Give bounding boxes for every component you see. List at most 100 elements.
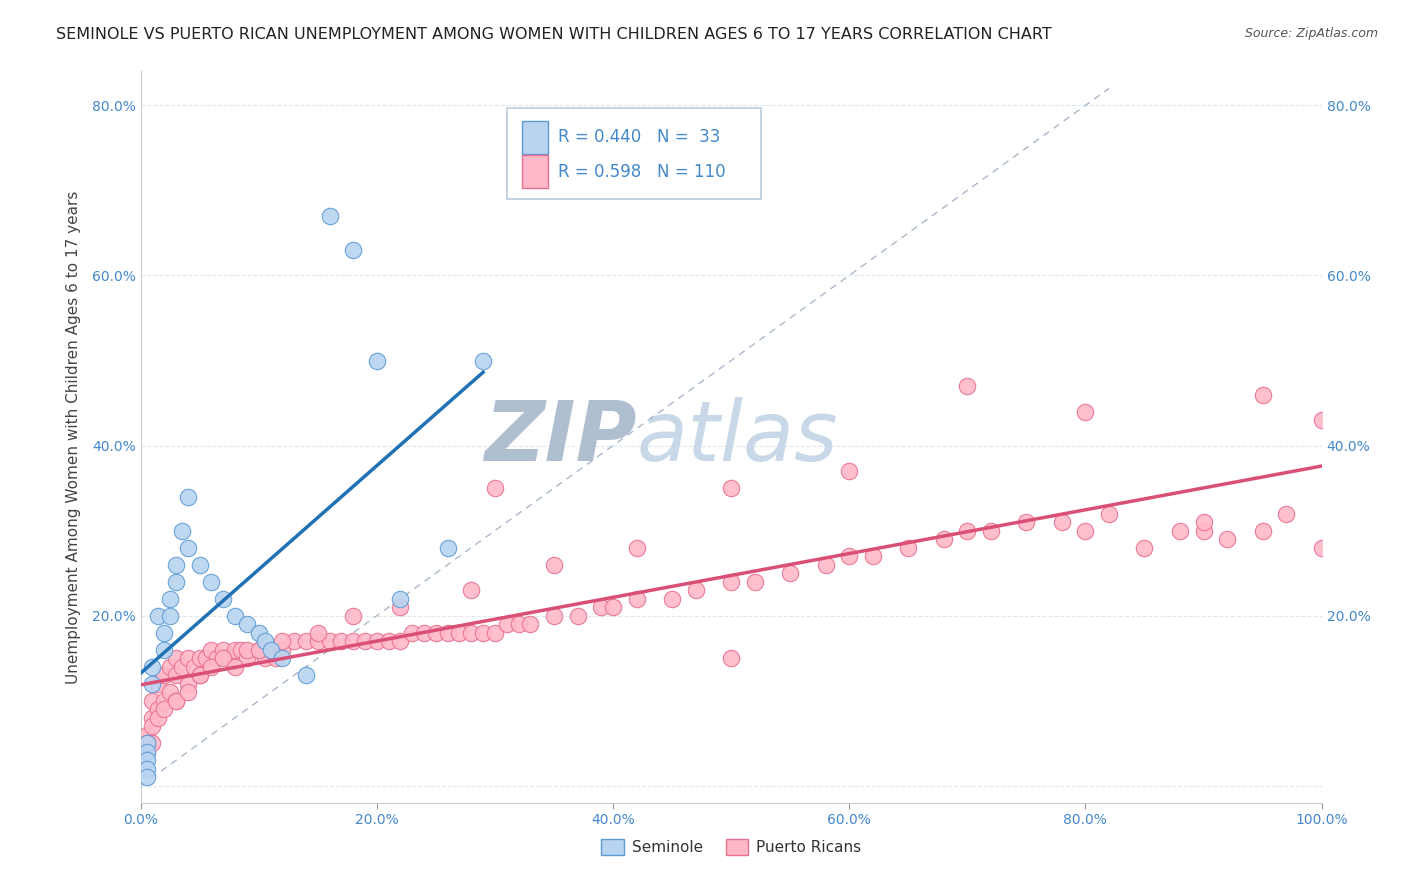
Point: [153, 625, 176, 640]
Point: [295, 634, 318, 648]
Point: [980, 524, 1002, 538]
Point: [354, 634, 377, 648]
Point: [1050, 515, 1073, 529]
Point: [838, 464, 860, 478]
Point: [342, 243, 364, 257]
Point: [135, 745, 157, 759]
Point: [141, 694, 163, 708]
Point: [1251, 524, 1274, 538]
Point: [200, 574, 222, 589]
Point: [170, 659, 193, 673]
Point: [1133, 541, 1156, 555]
Point: [661, 591, 683, 606]
Point: [897, 541, 920, 555]
Point: [188, 668, 211, 682]
Point: [177, 490, 200, 504]
Point: [460, 625, 482, 640]
Point: [188, 651, 211, 665]
Point: [389, 634, 412, 648]
Point: [135, 736, 157, 750]
Point: [259, 642, 281, 657]
Point: [141, 711, 163, 725]
Point: [307, 634, 329, 648]
Point: [366, 634, 388, 648]
Text: R = 0.440   N =  33: R = 0.440 N = 33: [558, 128, 720, 146]
Point: [460, 583, 482, 598]
Point: [253, 651, 276, 665]
Point: [720, 574, 742, 589]
Point: [779, 566, 801, 581]
Point: [188, 558, 211, 572]
Point: [177, 677, 200, 691]
Point: [266, 651, 288, 665]
Point: [1251, 387, 1274, 401]
Point: [318, 634, 340, 648]
Point: [212, 591, 235, 606]
Point: [141, 677, 163, 691]
Point: [224, 642, 246, 657]
Point: [141, 659, 163, 673]
Point: [271, 651, 294, 665]
Point: [218, 651, 240, 665]
Point: [508, 617, 530, 632]
Point: [495, 617, 517, 632]
Point: [626, 541, 648, 555]
Point: [148, 702, 170, 716]
Point: [159, 608, 181, 623]
Point: [425, 625, 447, 640]
Point: [135, 728, 157, 742]
Point: [165, 558, 187, 572]
Point: [484, 481, 506, 495]
Point: [602, 600, 624, 615]
Point: [148, 677, 170, 691]
Point: [148, 608, 170, 623]
FancyBboxPatch shape: [506, 108, 761, 200]
Point: [177, 651, 200, 665]
Point: [366, 353, 388, 368]
Point: [247, 642, 270, 657]
Point: [224, 608, 246, 623]
Point: [330, 634, 353, 648]
Point: [159, 685, 181, 699]
Point: [389, 600, 412, 615]
Point: [183, 659, 205, 673]
Point: [200, 659, 222, 673]
Point: [159, 591, 181, 606]
Point: [165, 694, 187, 708]
Point: [236, 642, 259, 657]
Point: [271, 642, 294, 657]
Point: [472, 625, 495, 640]
Point: [543, 558, 565, 572]
Point: [591, 600, 613, 615]
Point: [413, 625, 436, 640]
Point: [318, 209, 340, 223]
Point: [862, 549, 884, 563]
Text: SEMINOLE VS PUERTO RICAN UNEMPLOYMENT AMONG WOMEN WITH CHILDREN AGES 6 TO 17 YEA: SEMINOLE VS PUERTO RICAN UNEMPLOYMENT AM…: [56, 27, 1052, 42]
Point: [135, 770, 157, 784]
Point: [1192, 524, 1215, 538]
Point: [159, 659, 181, 673]
Point: [247, 625, 270, 640]
Point: [472, 353, 495, 368]
Point: [484, 625, 506, 640]
Point: [543, 608, 565, 623]
Point: [389, 591, 412, 606]
Point: [236, 617, 259, 632]
Point: [1310, 413, 1333, 427]
Point: [744, 574, 766, 589]
Point: [519, 617, 541, 632]
FancyBboxPatch shape: [522, 155, 548, 188]
Point: [1216, 532, 1239, 546]
Point: [177, 541, 200, 555]
Point: [135, 736, 157, 750]
Point: [212, 651, 235, 665]
Point: [720, 481, 742, 495]
Point: [307, 625, 329, 640]
Point: [253, 634, 276, 648]
Point: [224, 659, 246, 673]
Point: [1098, 507, 1121, 521]
Point: [436, 625, 458, 640]
Point: [259, 642, 281, 657]
Point: [153, 694, 176, 708]
Point: [449, 625, 471, 640]
